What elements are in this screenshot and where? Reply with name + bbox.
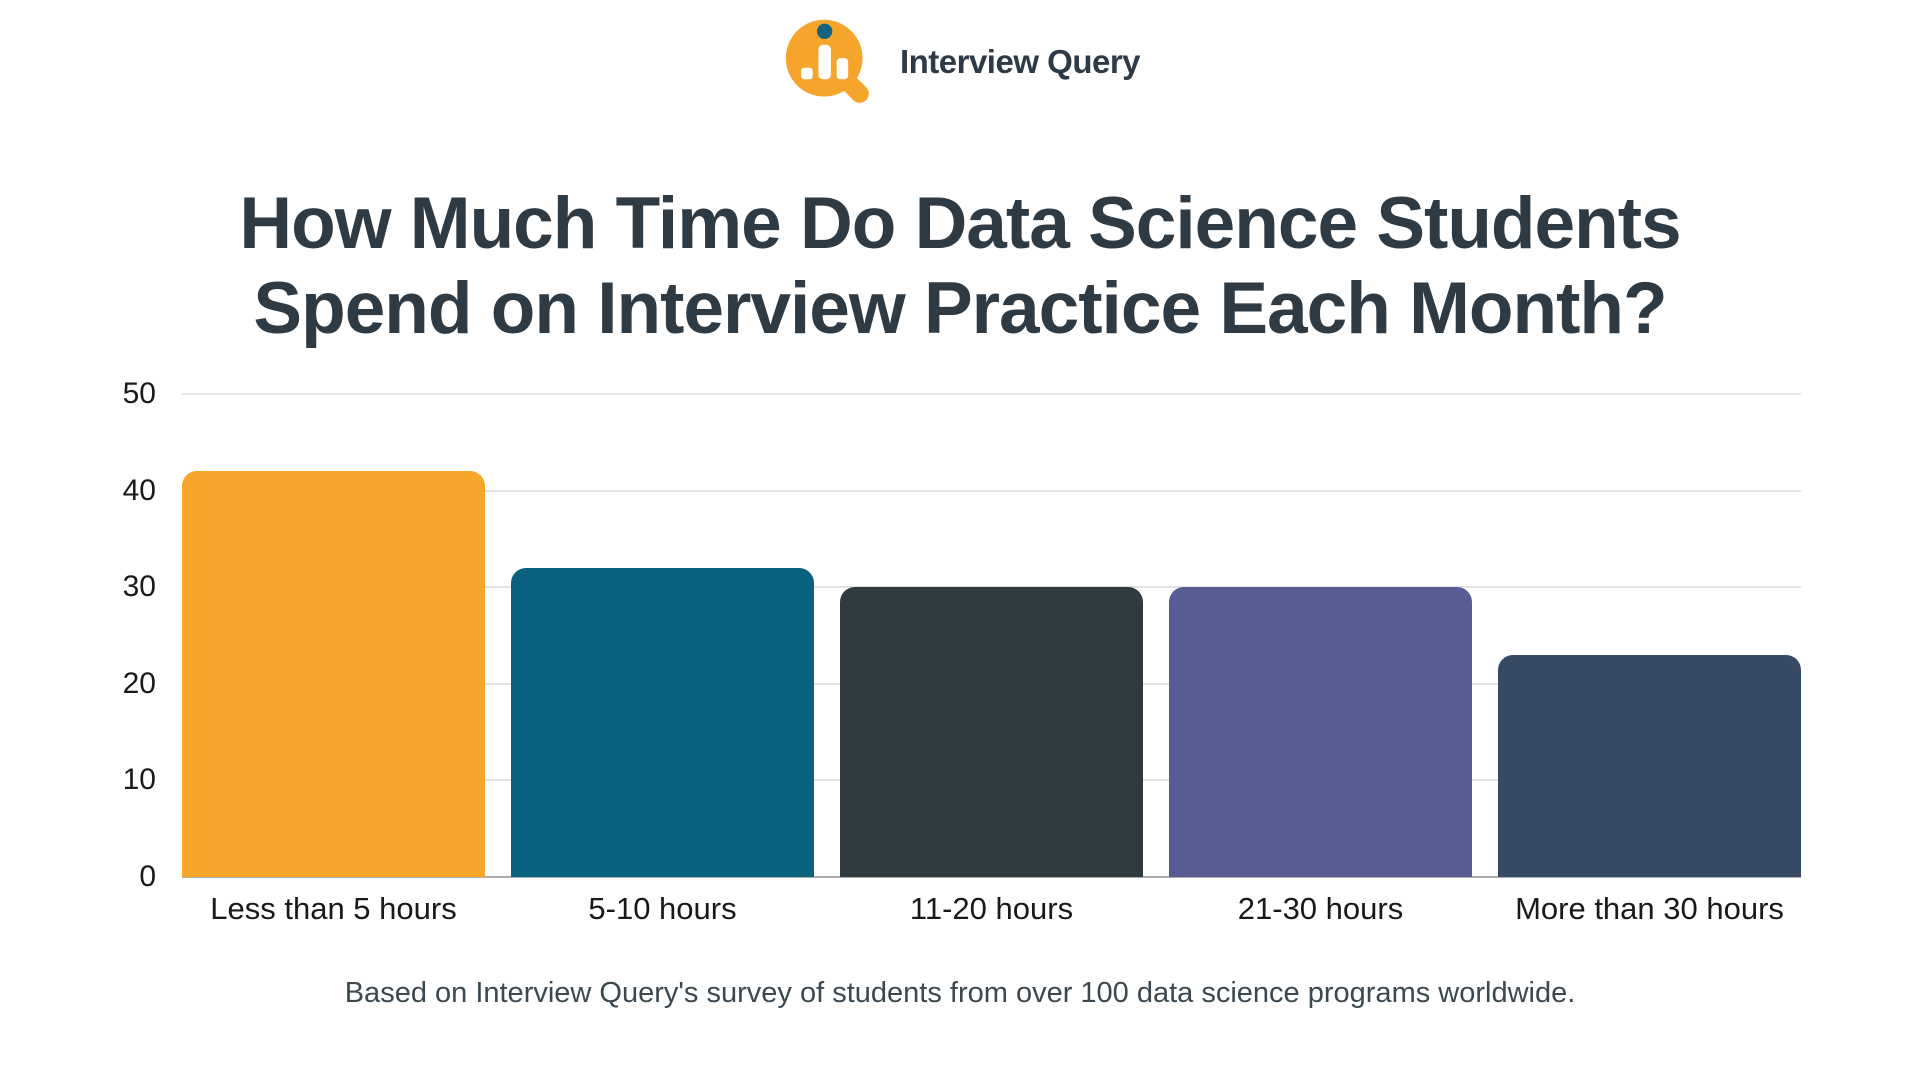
source-note: Based on Interview Query's survey of stu… xyxy=(344,977,1576,1009)
y-tick-label-10: 10 xyxy=(122,763,156,797)
x-axis-label-5-10-hours: 5-10 hours xyxy=(588,891,737,926)
x-axis-label-21-30-hours: 21-30 hours xyxy=(1237,891,1404,926)
title-line-1: How Much Time Do Data Science Students xyxy=(239,182,1681,264)
bar-less-than-5-hours xyxy=(182,471,485,877)
gridline-30 xyxy=(182,586,1801,589)
gridline-0 xyxy=(182,876,1801,878)
page-title: How Much Time Do Data Science Students S… xyxy=(0,182,1920,351)
gridline-50 xyxy=(182,393,1801,395)
y-tick-label-40: 40 xyxy=(122,473,156,507)
bar-5-10-hours xyxy=(511,567,814,877)
bar-more-than-30-hours xyxy=(1498,654,1801,877)
x-axis-label-11-20-hours: 11-20 hours xyxy=(909,891,1074,926)
title-line-2: Spend on Interview Practice Each Month? xyxy=(253,267,1667,349)
logo-wordmark: Interview Query xyxy=(899,43,1141,80)
y-tick-label-0: 0 xyxy=(139,860,156,893)
y-tick-label-20: 20 xyxy=(122,666,156,700)
bar-series xyxy=(182,394,1801,877)
bar-21-30-hours xyxy=(1169,587,1472,877)
magnifier-bar-chart-icon xyxy=(785,19,869,103)
x-axis-label-less-than-5-hours: Less than 5 hours xyxy=(210,891,457,926)
y-tick-label-30: 30 xyxy=(122,570,156,604)
y-tick-label-50: 50 xyxy=(122,377,156,410)
interview-query-logo: Interview Query xyxy=(0,14,1920,110)
x-axis-labels: Less than 5 hours 5-10 hours 11-20 hours 21… xyxy=(182,891,1801,927)
bar-chart-plot-area: 0 10 20 30 40 50 xyxy=(123,379,1801,892)
x-axis-label-more-than-30-hours: More than 30 hours xyxy=(1515,891,1784,926)
gridline-40 xyxy=(182,489,1801,492)
bar-11-20-hours xyxy=(840,587,1143,877)
